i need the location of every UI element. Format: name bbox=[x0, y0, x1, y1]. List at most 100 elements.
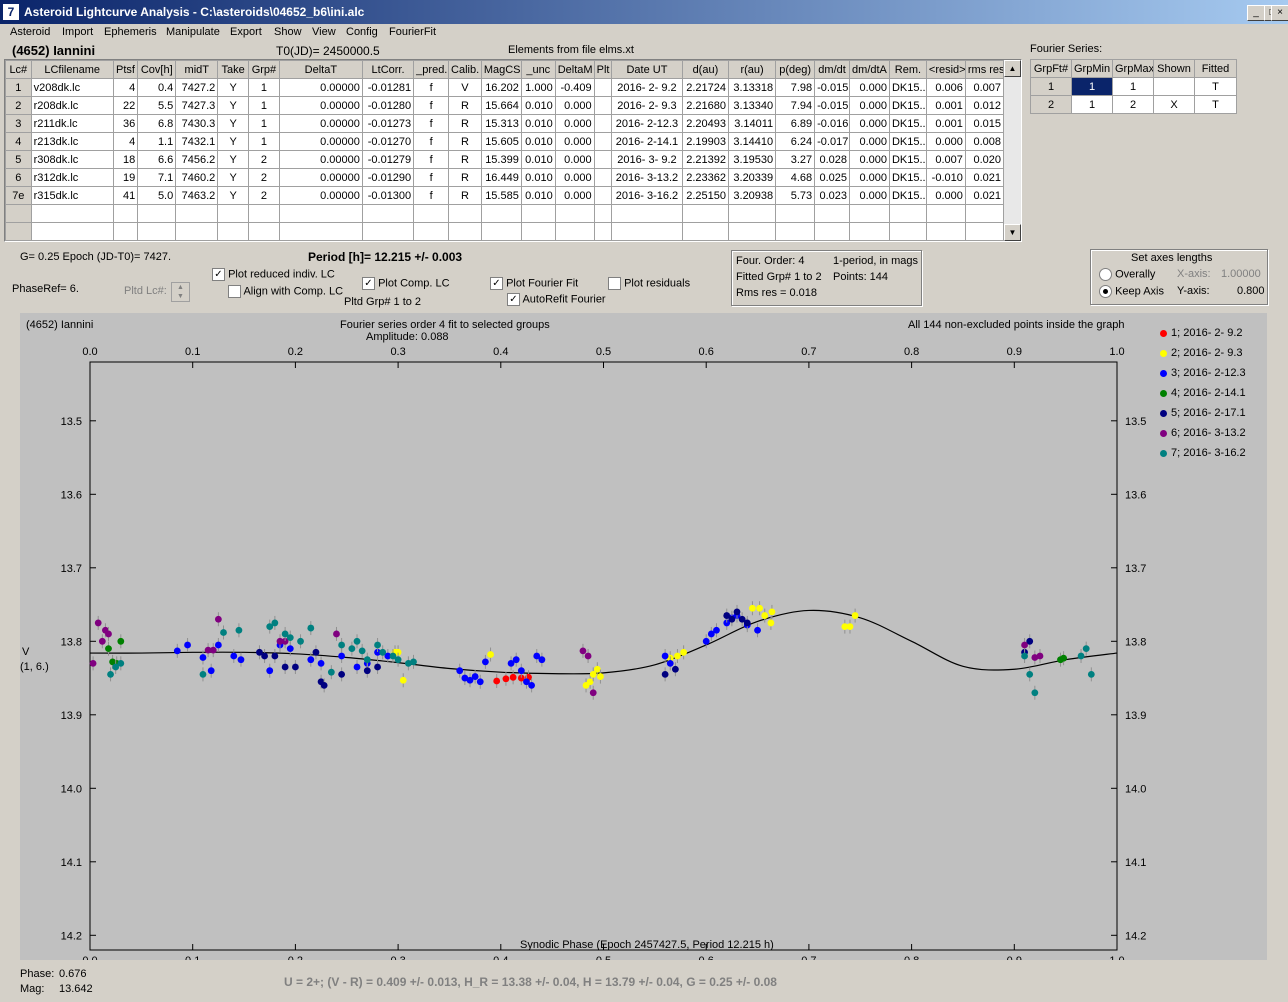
table-cell[interactable]: 4.68 bbox=[775, 168, 816, 187]
table-cell[interactable] bbox=[278, 222, 363, 241]
menu-asteroid[interactable]: Asteroid bbox=[10, 26, 51, 38]
table-cell[interactable]: 0.023 bbox=[814, 186, 850, 205]
table-cell[interactable]: 0.010 bbox=[520, 150, 556, 169]
table-cell[interactable] bbox=[593, 186, 613, 205]
table-cell[interactable]: 6.6 bbox=[137, 150, 177, 169]
table-cell[interactable]: 0.000 bbox=[925, 132, 966, 151]
table-cell[interactable]: f bbox=[413, 168, 450, 187]
table-cell[interactable]: 0.000 bbox=[848, 78, 890, 97]
table-row[interactable]: 6 r312dk.lc 19 7.1 7460.2 Y 2 0.00000 -0.01290 f R… bbox=[5, 168, 1005, 187]
scroll-down-icon[interactable]: ▼ bbox=[1004, 224, 1021, 241]
column-header[interactable]: rms res bbox=[964, 60, 1005, 79]
scroll-up-icon[interactable]: ▲ bbox=[1004, 60, 1021, 77]
table-cell[interactable]: 2.20493 bbox=[681, 114, 729, 133]
table-cell[interactable]: -0.01290 bbox=[361, 168, 415, 187]
table-cell[interactable]: 7430.3 bbox=[175, 114, 219, 133]
table-cell[interactable]: 6.89 bbox=[775, 114, 816, 133]
table-cell[interactable]: -0.01279 bbox=[361, 150, 415, 169]
table-cell[interactable]: DK15.. bbox=[888, 132, 927, 151]
table-cell[interactable]: 1 bbox=[248, 96, 280, 115]
table-cell[interactable]: -0.015 bbox=[814, 96, 850, 115]
row-header[interactable]: 2 bbox=[5, 96, 32, 115]
table-cell[interactable]: Y bbox=[217, 96, 250, 115]
column-header[interactable]: LCfilename bbox=[30, 60, 114, 79]
table-cell[interactable]: 36 bbox=[112, 114, 139, 133]
table-cell[interactable] bbox=[30, 222, 114, 241]
table-cell[interactable]: 0.012 bbox=[964, 96, 1005, 115]
table-cell[interactable]: 4 bbox=[112, 132, 139, 151]
row-header[interactable]: 5 bbox=[5, 150, 32, 169]
table-cell[interactable]: f bbox=[413, 114, 450, 133]
column-header[interactable]: midT bbox=[175, 60, 219, 79]
table-cell[interactable]: R bbox=[448, 150, 482, 169]
table-cell[interactable]: r308dk.lc bbox=[30, 150, 114, 169]
table-cell[interactable]: 15.399 bbox=[480, 150, 522, 169]
column-header[interactable]: Calib. bbox=[448, 60, 482, 79]
table-cell[interactable]: 0.00000 bbox=[278, 114, 363, 133]
table-cell[interactable]: 2.23362 bbox=[681, 168, 729, 187]
close-button[interactable]: × bbox=[1271, 5, 1288, 21]
table-cell[interactable]: r211dk.lc bbox=[30, 114, 114, 133]
table-cell[interactable]: 0.000 bbox=[554, 132, 595, 151]
column-header[interactable]: DeltaT bbox=[278, 60, 363, 79]
table-cell[interactable]: 2 bbox=[248, 150, 280, 169]
table-cell[interactable] bbox=[480, 222, 522, 241]
table-cell[interactable]: 0.006 bbox=[925, 78, 966, 97]
table-cell[interactable]: 0.028 bbox=[814, 150, 850, 169]
table-cell[interactable] bbox=[593, 204, 613, 223]
menu-ephemeris[interactable]: Ephemeris bbox=[104, 26, 157, 38]
table-cell[interactable]: -0.01280 bbox=[361, 96, 415, 115]
table-cell[interactable]: 0.001 bbox=[925, 96, 966, 115]
table-cell[interactable]: 0.001 bbox=[925, 114, 966, 133]
table-cell[interactable]: -0.01270 bbox=[361, 132, 415, 151]
table-cell[interactable]: 7456.2 bbox=[175, 150, 219, 169]
column-header[interactable]: r(au) bbox=[727, 60, 777, 79]
autorefit-checkbox[interactable]: ✓ AutoRefit Fourier bbox=[507, 293, 606, 306]
table-cell[interactable] bbox=[448, 222, 482, 241]
table-cell[interactable]: T bbox=[1194, 77, 1237, 96]
table-cell[interactable]: r315dk.lc bbox=[30, 186, 114, 205]
table-cell[interactable]: 0.000 bbox=[848, 150, 890, 169]
table-cell[interactable] bbox=[278, 204, 363, 223]
row-header[interactable]: 6 bbox=[5, 168, 32, 187]
table-cell[interactable]: 7.1 bbox=[137, 168, 177, 187]
table-cell[interactable]: 1 bbox=[248, 132, 280, 151]
table-cell[interactable]: f bbox=[413, 78, 450, 97]
table-cell[interactable] bbox=[848, 222, 890, 241]
table-cell[interactable] bbox=[554, 204, 595, 223]
table-cell[interactable] bbox=[413, 204, 450, 223]
table-cell[interactable]: 0.007 bbox=[925, 150, 966, 169]
plot-residuals-checkbox[interactable]: Plot residuals bbox=[608, 277, 690, 290]
table-cell[interactable] bbox=[1153, 77, 1195, 96]
plot-reduced-checkbox[interactable]: ✓ Plot reduced indiv. LC bbox=[212, 268, 335, 281]
table-cell[interactable] bbox=[593, 114, 613, 133]
table-cell[interactable]: 1 bbox=[248, 78, 280, 97]
table-cell[interactable] bbox=[112, 222, 139, 241]
table-cell[interactable]: -0.017 bbox=[814, 132, 850, 151]
table-cell[interactable]: R bbox=[448, 168, 482, 187]
table-cell[interactable] bbox=[611, 204, 683, 223]
column-header[interactable]: p(deg) bbox=[775, 60, 816, 79]
table-cell[interactable]: 3.14410 bbox=[727, 132, 777, 151]
table-cell[interactable]: -0.010 bbox=[925, 168, 966, 187]
table-cell[interactable] bbox=[30, 204, 114, 223]
table-cell[interactable] bbox=[480, 204, 522, 223]
table-cell[interactable]: 3.13318 bbox=[727, 78, 777, 97]
table-cell[interactable]: 2016- 2- 9.2 bbox=[611, 78, 683, 97]
table-cell[interactable] bbox=[137, 204, 177, 223]
table-cell[interactable]: 7463.2 bbox=[175, 186, 219, 205]
table-cell[interactable] bbox=[520, 222, 556, 241]
table-cell[interactable] bbox=[248, 222, 280, 241]
table-cell[interactable]: DK15.. bbox=[888, 96, 927, 115]
empty-row[interactable] bbox=[5, 204, 1005, 223]
table-cell[interactable]: 0.015 bbox=[964, 114, 1005, 133]
table-cell[interactable]: 15.585 bbox=[480, 186, 522, 205]
table-cell[interactable] bbox=[925, 204, 966, 223]
menu-view[interactable]: View bbox=[312, 26, 336, 38]
table-cell[interactable]: -0.016 bbox=[814, 114, 850, 133]
table-cell[interactable]: 0.020 bbox=[964, 150, 1005, 169]
table-cell[interactable]: r213dk.lc bbox=[30, 132, 114, 151]
table-cell[interactable]: 22 bbox=[112, 96, 139, 115]
align-comp-checkbox[interactable]: Align with Comp. LC bbox=[228, 285, 343, 298]
